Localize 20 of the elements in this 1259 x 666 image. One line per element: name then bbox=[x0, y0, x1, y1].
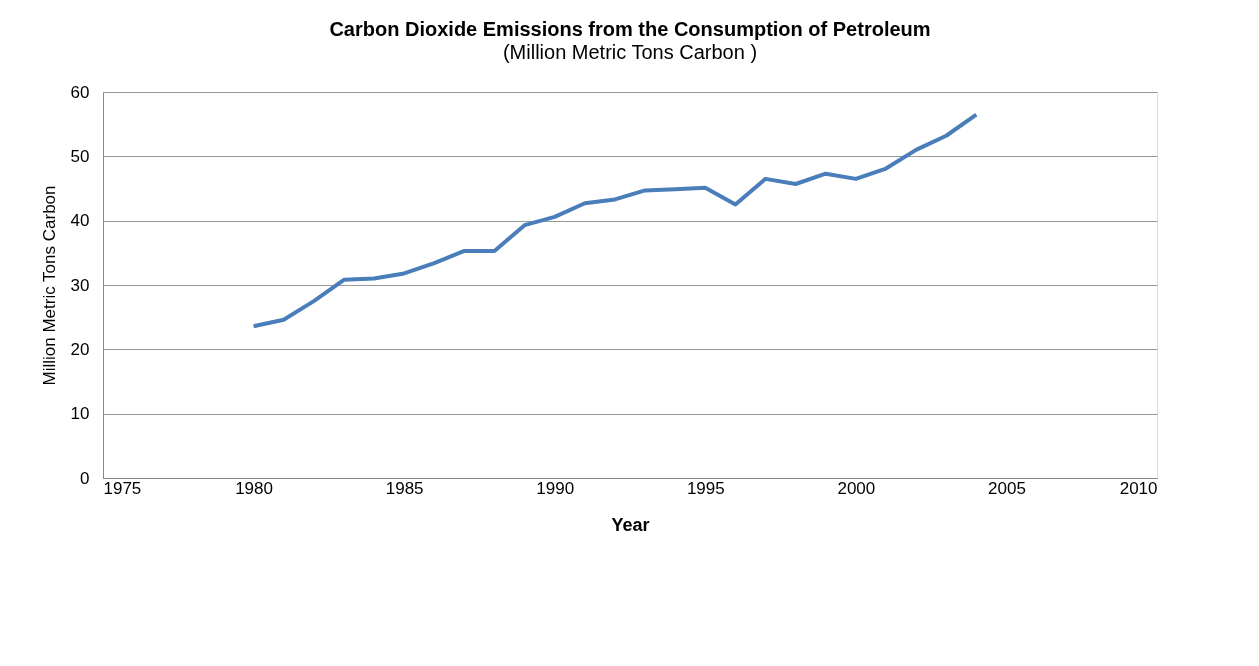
y-tick-label: 30 bbox=[70, 275, 90, 295]
x-tick-label: 2005 bbox=[988, 478, 1026, 498]
x-axis-title: Year bbox=[611, 514, 650, 535]
chart-title: Carbon Dioxide Emissions from the Consumption of Petroleum bbox=[329, 18, 931, 40]
y-axis-title: Million Metric Tons Carbon bbox=[39, 185, 59, 386]
line-series bbox=[251, 112, 979, 329]
chart-subtitle: (Million Metric Tons Carbon ) bbox=[502, 41, 758, 63]
x-tick-label: 2000 bbox=[837, 478, 876, 498]
x-tick-label: 1975 bbox=[103, 478, 142, 498]
x-tick-label: 2010 bbox=[1119, 478, 1158, 498]
y-tick-label: 0 bbox=[80, 468, 90, 488]
y-tick-label: 20 bbox=[70, 339, 90, 359]
x-tick-label: 1995 bbox=[686, 478, 725, 498]
y-tick-label: 60 bbox=[70, 82, 90, 102]
x-tick-label: 1980 bbox=[235, 478, 273, 498]
y-tick-label: 40 bbox=[70, 211, 90, 231]
x-tick-label: 1990 bbox=[536, 478, 575, 498]
y-tick-label: 10 bbox=[70, 404, 90, 424]
y-tick-label: 50 bbox=[70, 146, 90, 166]
x-tick-label: 1985 bbox=[385, 478, 424, 498]
